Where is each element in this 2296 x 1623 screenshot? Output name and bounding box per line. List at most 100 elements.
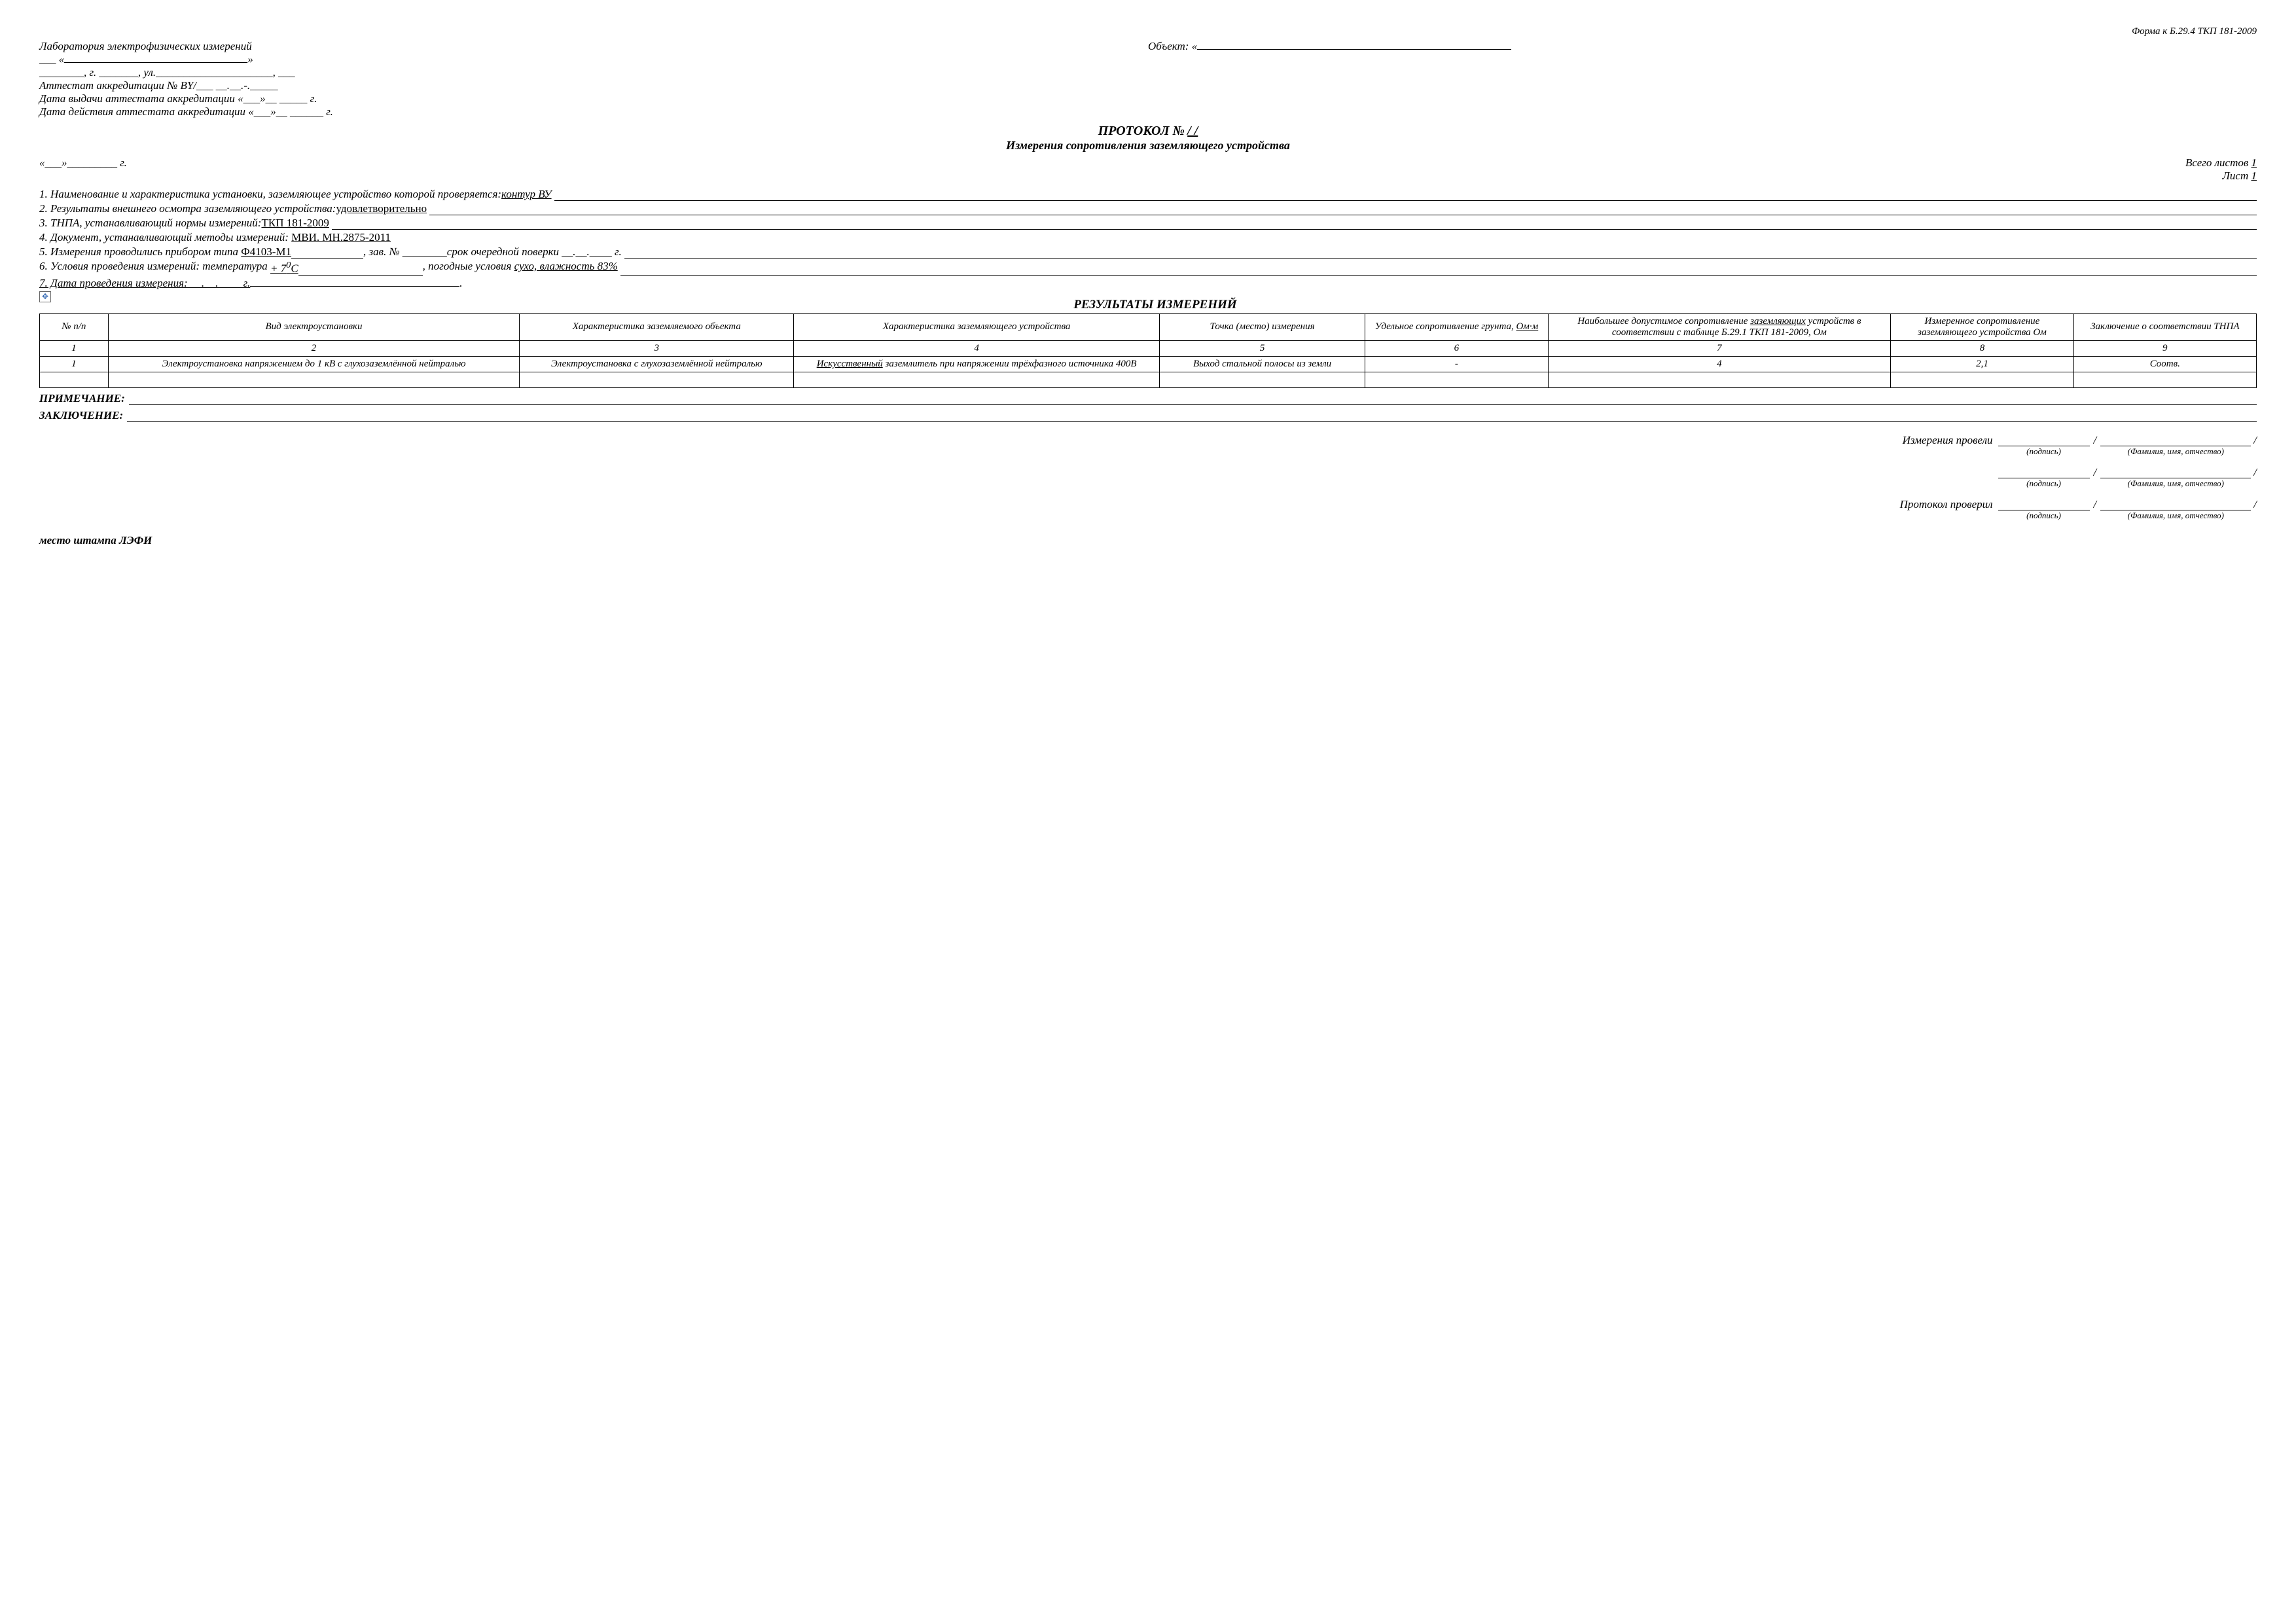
conclusion-field	[127, 409, 2257, 422]
cell-4: Искусственный заземлитель при напряжении…	[794, 356, 1160, 372]
sheets-total-label: Всего листов	[2185, 156, 2248, 169]
addr-prefix: ___ «	[39, 53, 64, 65]
item-1: 1. Наименование и характеристика установ…	[39, 188, 2257, 201]
form-reference: Форма к Б.29.4 ТКП 181-2009	[39, 26, 2257, 37]
sig-row-measured-1: Измерения провели (подпись) / (Фамилия, …	[39, 434, 2257, 457]
item-3-label: 3. ТНПА, устанавливающий нормы измерений…	[39, 217, 261, 230]
date-sheet-row: «___»_________ г. Всего листов 1 Лист 1	[39, 156, 2257, 183]
sheet-info: Всего листов 1 Лист 1	[2185, 156, 2257, 183]
cell-2: Электроустановка напряжением до 1 кВ с г…	[108, 356, 520, 372]
th-2: Вид электроустановки	[108, 313, 520, 340]
sheets-total: 1	[2251, 156, 2257, 169]
num-5: 5	[1159, 340, 1365, 356]
item-6-temp: + 7	[270, 262, 286, 275]
object-block: Объект: «	[1148, 40, 2257, 118]
protocol-label: ПРОТОКОЛ №	[1098, 124, 1185, 138]
sig-checked-label: Протокол проверил	[1862, 498, 1998, 511]
sheet-number: 1	[2251, 169, 2257, 182]
sheet-label: Лист	[2222, 169, 2248, 182]
note-label: ПРИМЕЧАНИЕ:	[39, 392, 125, 405]
sig-field-sign: (подпись)	[1998, 498, 2090, 521]
item-6-weather: сухо, влажность 83%	[514, 260, 618, 276]
cell-7: 4	[1548, 356, 1891, 372]
item-7: 7. Дата проведения измерения: __.__.____…	[39, 277, 2257, 290]
th-8: Измеренное сопротивление заземляющего ус…	[1891, 313, 2073, 340]
accreditation-issue: Дата выдачи аттестата аккредитации «___»…	[39, 92, 1037, 105]
sig-measured-label: Измерения провели	[1862, 434, 1998, 447]
lab-name: Лаборатория электрофизических измерений	[39, 40, 1037, 53]
cell-5: Выход стальной полосы из земли	[1159, 356, 1365, 372]
header-row: Лаборатория электрофизических измерений …	[39, 40, 2257, 118]
table-empty-row	[40, 372, 2257, 387]
item-4-label: 4. Документ, устанавливающий методы изме…	[39, 231, 289, 243]
th-9: Заключение о соответствии ТНПА	[2073, 313, 2256, 340]
item-2: 2. Результаты внешнего осмотра заземляющ…	[39, 202, 2257, 215]
th-5: Точка (место) измерения	[1159, 313, 1365, 340]
object-label: Объект: «	[1148, 40, 1197, 52]
note-row: ПРИМЕЧАНИЕ:	[39, 392, 2257, 405]
num-7: 7	[1548, 340, 1891, 356]
sig-field-fio: (Фамилия, имя, отчество)	[2100, 466, 2251, 489]
item-1-value: контур ВУ	[501, 188, 552, 201]
sig-row-measured-2: (подпись) / (Фамилия, имя, отчество) /	[39, 466, 2257, 489]
sig-field-sign: (подпись)	[1998, 434, 2090, 457]
table-header-row: № п/п Вид электроустановки Характеристик…	[40, 313, 2257, 340]
item-5: 5. Измерения проводились прибором типа Ф…	[39, 245, 2257, 259]
items-block: 1. Наименование и характеристика установ…	[39, 188, 2257, 290]
th-1: № п/п	[40, 313, 109, 340]
sig-field-fio: (Фамилия, имя, отчество)	[2100, 498, 2251, 521]
num-1: 1	[40, 340, 109, 356]
lab-block: Лаборатория электрофизических измерений …	[39, 40, 1037, 118]
sig-field-fio: (Фамилия, имя, отчество)	[2100, 434, 2251, 457]
addr-line2: ________, г. _______, ул._______________…	[39, 66, 1037, 79]
table-num-row: 1 2 3 4 5 6 7 8 9	[40, 340, 2257, 356]
table-row: 1 Электроустановка напряжением до 1 кВ с…	[40, 356, 2257, 372]
protocol-number: / /	[1187, 124, 1198, 138]
th-7: Наибольшее допустимое сопротивление зазе…	[1548, 313, 1891, 340]
num-4: 4	[794, 340, 1160, 356]
num-2: 2	[108, 340, 520, 356]
item-3-value: ТКП 181-2009	[261, 217, 329, 230]
sig-field-sign: (подпись)	[1998, 466, 2090, 489]
signature-block: Измерения провели (подпись) / (Фамилия, …	[39, 434, 2257, 521]
sig-row-checked: Протокол проверил (подпись) / (Фамилия, …	[39, 498, 2257, 521]
stamp-place: место штампа ЛЭФИ	[39, 534, 2257, 547]
addr-suffix: »	[247, 53, 253, 65]
item-5a: 5. Измерения проводились прибором типа	[39, 245, 238, 259]
accreditation-valid: Дата действия аттестата аккредитации «__…	[39, 105, 1037, 118]
item-5-type: Ф4103-М1	[241, 245, 291, 259]
conclusion-row: ЗАКЛЮЧЕНИЕ:	[39, 409, 2257, 422]
note-field	[129, 392, 2257, 405]
protocol-subtitle: Измерения сопротивления заземляющего уст…	[39, 139, 2257, 152]
th-3: Характеристика заземляемого объекта	[520, 313, 794, 340]
anchor-icon: ✥	[39, 291, 51, 302]
item-7-text: 7. Дата проведения измерения: __.__.____…	[39, 277, 250, 289]
results-table: № п/п Вид электроустановки Характеристик…	[39, 313, 2257, 388]
item-5b: , зав. № ________срок очередной поверки …	[363, 245, 622, 259]
th-4: Характеристика заземляющего устройства	[794, 313, 1160, 340]
item-4: 4. Документ, устанавливающий методы изме…	[39, 231, 2257, 244]
num-9: 9	[2073, 340, 2256, 356]
item-6-c: С	[291, 262, 298, 275]
num-6: 6	[1365, 340, 1548, 356]
item-3: 3. ТНПА, устанавливающий нормы измерений…	[39, 217, 2257, 230]
cell-9: Соотв.	[2073, 356, 2256, 372]
item-6a: 6. Условия проведения измерений: темпера…	[39, 260, 268, 276]
addr-line1: ___ « »	[39, 53, 1037, 66]
num-3: 3	[520, 340, 794, 356]
conclusion-label: ЗАКЛЮЧЕНИЕ:	[39, 409, 123, 422]
title-block: ПРОТОКОЛ № / / Измерения сопротивления з…	[39, 124, 2257, 152]
item-6: 6. Условия проведения измерений: темпера…	[39, 260, 2257, 276]
item-6b: , погодные условия	[423, 260, 512, 276]
th-6: Удельное сопротивление грунта, Ом·м	[1365, 313, 1548, 340]
item-2-value: удовлетворительно	[336, 202, 427, 215]
results-title: РЕЗУЛЬТАТЫ ИЗМЕРЕНИЙ	[54, 298, 2257, 312]
cell-8: 2,1	[1891, 356, 2073, 372]
cell-3: Электроустановка с глухозаземлённой нейт…	[520, 356, 794, 372]
protocol-date: «___»_________ г.	[39, 156, 127, 183]
item-2-label: 2. Результаты внешнего осмотра заземляющ…	[39, 202, 336, 215]
cell-6: -	[1365, 356, 1548, 372]
cell-n: 1	[40, 356, 109, 372]
accreditation-no: Аттестат аккредитации № BY/___ __.__.-._…	[39, 79, 1037, 92]
item-4-value: МВИ. МН.2875-2011	[291, 231, 391, 243]
